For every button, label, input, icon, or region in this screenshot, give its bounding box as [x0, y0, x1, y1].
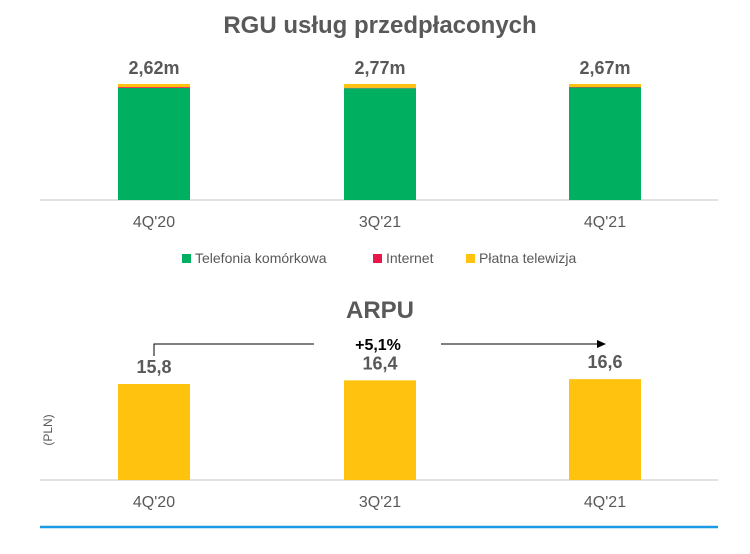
x-tick-label: 3Q'21: [359, 214, 401, 231]
x-tick-label: 4Q'21: [584, 214, 626, 231]
total-label: 2,67m: [579, 58, 630, 78]
legend-label: Internet: [386, 250, 434, 266]
value-label: 15,8: [136, 357, 171, 377]
bar-segment: [344, 88, 416, 200]
legend-label: Płatna telewizja: [479, 250, 576, 266]
legend-label: Telefonia komórkowa: [195, 250, 327, 266]
y-axis-label: (PLN): [41, 414, 55, 445]
total-label: 2,77m: [354, 58, 405, 78]
bar-segment: [569, 84, 641, 88]
bar: [344, 380, 416, 480]
x-tick-label: 3Q'21: [359, 494, 401, 511]
bar: [569, 379, 641, 480]
arrow-head-icon: [597, 340, 606, 348]
bar-segment: [344, 84, 416, 88]
legend-swatch: [182, 254, 191, 263]
chart-title: RGU usług przedpłaconych: [223, 12, 536, 39]
bar-segment: [118, 87, 190, 88]
growth-annotation: +5,1%: [355, 337, 401, 354]
bar: [118, 384, 190, 480]
value-label: 16,4: [362, 353, 397, 373]
x-tick-label: 4Q'20: [133, 494, 175, 511]
legend-swatch: [373, 254, 382, 263]
bar-segment: [569, 87, 641, 200]
chart-title: ARPU: [346, 297, 414, 324]
legend-swatch: [466, 254, 475, 263]
total-label: 2,62m: [128, 58, 179, 78]
x-tick-label: 4Q'21: [584, 494, 626, 511]
x-tick-label: 4Q'20: [133, 214, 175, 231]
bar-segment: [118, 84, 190, 88]
annotation-bracket: [153, 343, 314, 356]
bar-segment: [118, 87, 190, 200]
value-label: 16,6: [587, 352, 622, 372]
